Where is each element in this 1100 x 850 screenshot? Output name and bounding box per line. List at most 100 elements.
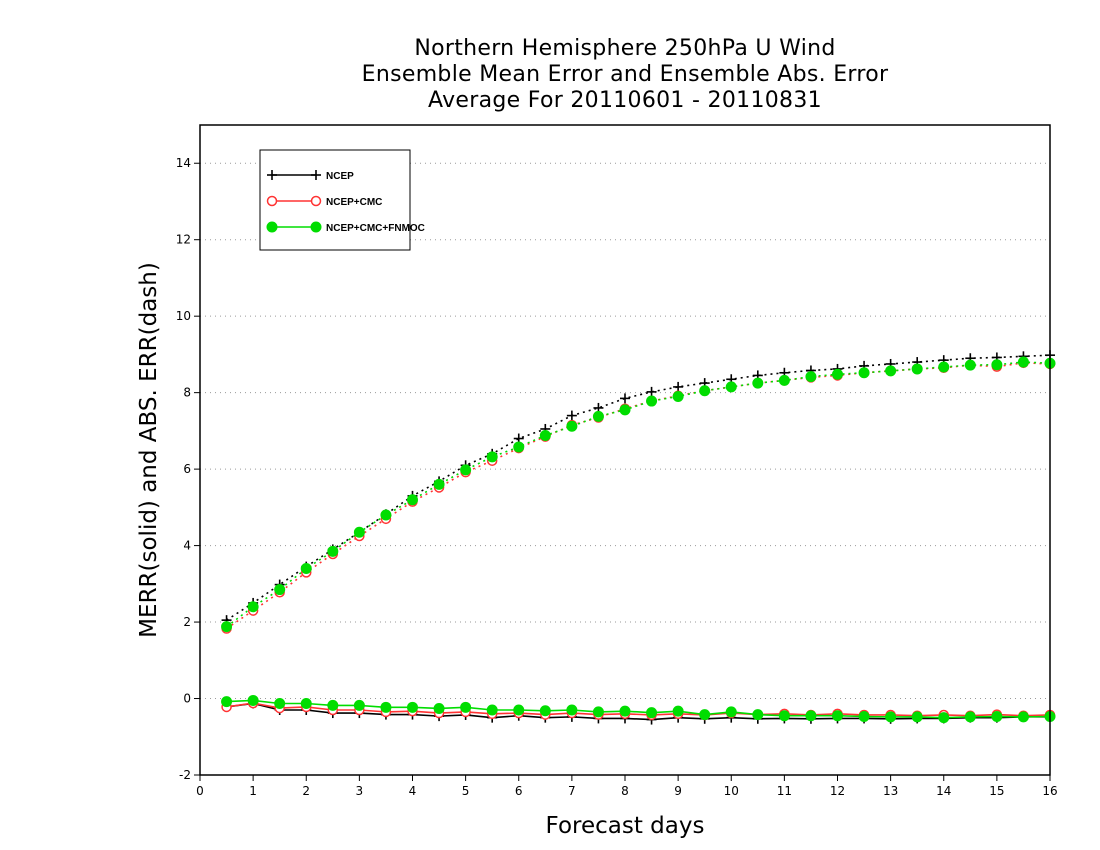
series-2-mean-point-21: [778, 710, 790, 722]
y-tick-label-3: 4: [183, 539, 191, 553]
legend-marker-start-0: [267, 170, 277, 180]
series-2-mean-point-27: [938, 712, 950, 724]
legend-marker-start-1: [266, 195, 278, 207]
series-2-mean-point-19: [725, 706, 737, 718]
series-2-abs-point-7: [407, 494, 418, 506]
series-2-abs-point-23: [832, 368, 843, 380]
legend-label-2: NCEP+CMC+FNMOC: [326, 223, 425, 234]
series-2-mean-point-18: [699, 709, 711, 721]
series-2-mean-point-13: [566, 704, 578, 716]
x-tick-label-10: 10: [724, 784, 739, 798]
series-2-abs-point-5: [353, 526, 365, 538]
series-2-abs-point-1: [247, 601, 259, 613]
x-tick-label-6: 6: [515, 784, 523, 798]
y-tick-label-1: 0: [183, 692, 191, 706]
legend: NCEP NCEP+CMC NCEP+CMC+FNMOC: [259, 149, 425, 251]
series-0-abs-point-13: [566, 410, 577, 421]
series-2-abs-point-19: [725, 381, 737, 393]
series-2-mean-point-15: [619, 705, 631, 717]
x-tick-label-7: 7: [568, 784, 576, 798]
series-2-abs-point-8: [433, 478, 445, 490]
x-tick-label-15: 15: [989, 784, 1004, 798]
series-2-abs-point-9: [460, 464, 472, 476]
legend-label-1: NCEP+CMC: [326, 197, 382, 208]
series-0: [221, 350, 1055, 725]
series-2-abs-point-16: [646, 395, 658, 407]
series-2-abs-point-18: [699, 385, 711, 397]
series-2-abs-point-27: [938, 361, 950, 373]
x-tick-label-5: 5: [462, 784, 470, 798]
series-2-mean-point-2: [274, 698, 286, 709]
series-2-abs-point-15: [619, 404, 631, 416]
series-2-abs-point-30: [1017, 356, 1029, 368]
series-2-mean-point-5: [353, 699, 365, 711]
series-2-mean-point-9: [460, 701, 472, 713]
series-1-abs-error-line: [226, 362, 1051, 630]
series-2-mean-point-3: [300, 698, 312, 709]
series-2-mean-point-28: [964, 711, 976, 723]
x-tick-label-4: 4: [409, 784, 417, 798]
series-2-abs-point-29: [991, 359, 1003, 371]
x-tick-label-2: 2: [302, 784, 310, 798]
series-2-abs-point-3: [300, 563, 312, 575]
series-2-abs-point-4: [327, 545, 339, 557]
series-2-mean-point-17: [672, 705, 684, 717]
y-tick-label-6: 10: [176, 309, 191, 323]
gridlines: [200, 162, 1050, 776]
chart-title: Northern Hemisphere 250hPa U Wind Ensemb…: [200, 36, 1050, 114]
chart-title-line-3: Average For 20110601 - 20110831: [428, 88, 822, 113]
series-0-abs-error-line: [226, 354, 1051, 621]
series-2-abs-point-28: [964, 359, 976, 371]
series-2-mean-point-11: [513, 704, 525, 716]
legend-label-0: NCEP: [326, 171, 354, 182]
series-2-mean-point-6: [380, 701, 392, 713]
series-2-mean-point-7: [407, 701, 418, 713]
series-2-abs-point-24: [858, 367, 870, 379]
series-2-abs-point-25: [885, 365, 897, 377]
series-2-mean-point-4: [327, 699, 339, 711]
series-2-mean-point-16: [646, 707, 658, 719]
y-tick-label-8: 14: [176, 156, 191, 170]
series-2-mean-point-29: [991, 711, 1003, 722]
series-2-abs-point-22: [805, 371, 817, 383]
y-tick-label-2: 2: [183, 615, 191, 629]
series-2: [221, 356, 1056, 724]
series-2-mean-point-24: [858, 711, 870, 722]
series-layer: [221, 350, 1056, 725]
series-2-abs-point-2: [274, 584, 286, 596]
x-tick-label-11: 11: [777, 784, 792, 798]
x-tick-label-8: 8: [621, 784, 629, 798]
series-2-mean-point-1: [247, 694, 259, 706]
series-2-mean-point-23: [832, 710, 843, 722]
series-2-abs-error-line: [226, 361, 1051, 628]
legend-marker-end-0: [311, 170, 321, 180]
series-2-abs-point-20: [752, 377, 764, 389]
series-2-mean-point-30: [1017, 711, 1029, 723]
x-tick-label-16: 16: [1042, 784, 1057, 798]
y-tick-label-5: 8: [183, 386, 191, 400]
series-0-abs-point-15: [620, 393, 630, 404]
x-tick-label-0: 0: [196, 784, 204, 798]
series-2-mean-point-12: [539, 705, 551, 717]
legend-marker-end-2: [310, 221, 322, 233]
series-2-abs-point-0: [221, 621, 233, 633]
series-2-abs-point-10: [486, 451, 498, 463]
y-axis-title: MERR(solid) and ABS. ERR(dash): [136, 262, 162, 638]
series-2-mean-point-26: [911, 711, 923, 723]
series-2-abs-point-6: [380, 509, 392, 521]
y-tick-label-4: 6: [183, 462, 191, 476]
x-tick-label-1: 1: [249, 784, 257, 798]
x-axis-title: Forecast days: [546, 813, 705, 839]
series-2-abs-point-14: [592, 410, 604, 422]
y-tick-label-7: 12: [176, 233, 191, 247]
y-tick-label-0: -2: [179, 768, 191, 782]
series-2-abs-point-12: [539, 429, 551, 441]
legend-marker-start-2: [266, 221, 278, 233]
chart-title-line-2: Ensemble Mean Error and Ensemble Abs. Er…: [361, 62, 889, 87]
x-tick-label-3: 3: [356, 784, 364, 798]
x-tick-label-9: 9: [674, 784, 682, 798]
series-0-abs-point-16: [646, 386, 657, 397]
legend-box: [259, 149, 411, 251]
